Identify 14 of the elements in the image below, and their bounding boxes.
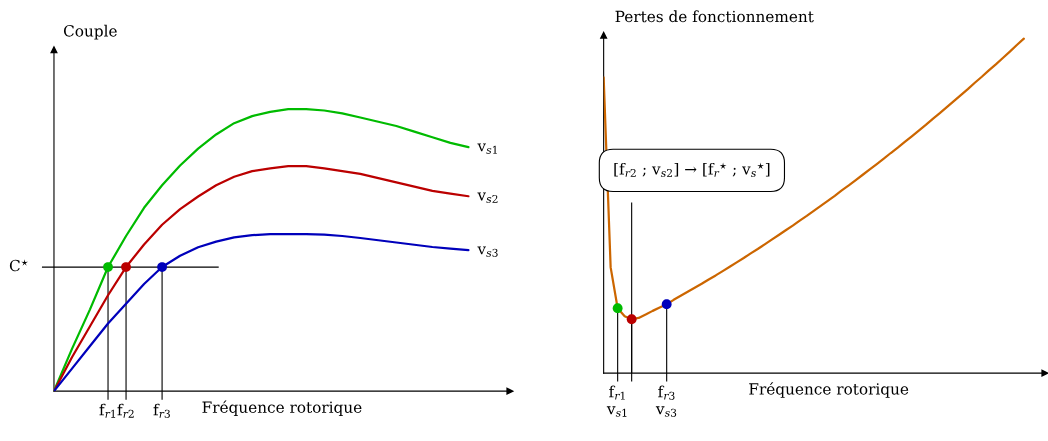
series-label: v$_{s1}$ xyxy=(477,143,497,154)
x-tick-label: f$_{r2}$ xyxy=(117,403,134,418)
text: [f$_{r2}$ ; v$_{s2}$] → [f$_{r}$$^{⋆}$ ; v$_{s}$$^{⋆}$] xyxy=(614,162,770,178)
series-label: v$_{s3}$ xyxy=(477,246,498,257)
y-axis-title: Pertes de fonctionnement xyxy=(615,10,814,23)
x-axis-title: Fréquence rotorique xyxy=(202,400,362,416)
x-tick-label: f$_{r1}$ xyxy=(99,403,116,418)
x-tick-label: f$_{r3}$ xyxy=(153,403,170,418)
x-tick-label: f$_{r1}$ v$_{s1}$ xyxy=(606,385,627,417)
series-label: v$_{s2}$ xyxy=(477,192,498,203)
ref-line-label: C$^{⋆}$ xyxy=(9,259,28,272)
x-axis-title: Fréquence rotorique xyxy=(749,382,909,398)
y-axis-title: Couple xyxy=(63,24,117,40)
x-tick-label: f$_{r3}$ v$_{s3}$ xyxy=(655,385,677,417)
